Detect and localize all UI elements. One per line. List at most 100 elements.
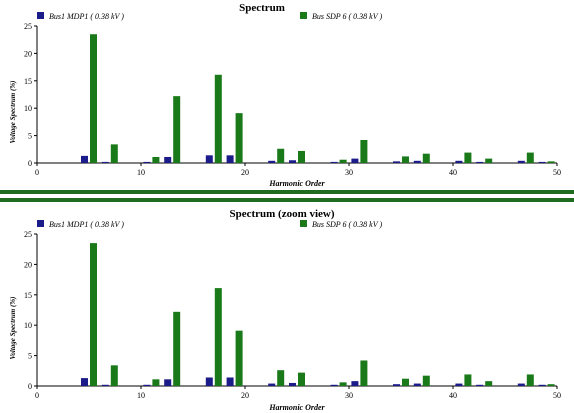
bar-series-1-h29 bbox=[330, 161, 338, 163]
bar-series-1-h7 bbox=[101, 384, 109, 386]
separator-line bbox=[0, 198, 574, 202]
legend: Bus1 MDP1 ( 0.38 kV ) Bus SDP 6 ( 0.38 k… bbox=[37, 220, 382, 229]
bar-series-2-h47 bbox=[526, 152, 534, 163]
bar-series-1-h11 bbox=[143, 384, 151, 386]
bar-series-2-h25 bbox=[298, 150, 305, 163]
bar-series-1-h7 bbox=[101, 161, 109, 163]
legend-label-series-2: Bus SDP 6 ( 0.38 kV ) bbox=[312, 12, 382, 21]
x-tick-label: 0 bbox=[35, 168, 39, 177]
bar-series-1-h41 bbox=[455, 383, 463, 386]
y-tick-label: 0 bbox=[28, 159, 32, 168]
y-tick-label: 25 bbox=[24, 22, 32, 31]
bar-series-2-h49 bbox=[547, 384, 555, 386]
legend-swatch-series-1 bbox=[37, 220, 44, 227]
y-tick-label: 15 bbox=[24, 77, 32, 86]
separator-line bbox=[0, 190, 574, 194]
bar-series-2-h5 bbox=[90, 34, 97, 163]
bar-series-1-h11 bbox=[143, 161, 151, 163]
bar-series-2-h49 bbox=[547, 161, 555, 163]
spectrum-zoom-chart: Spectrum (zoom view) Bus1 MDP1 ( 0.38 kV… bbox=[9, 208, 561, 412]
x-tick-label: 40 bbox=[449, 391, 457, 400]
bar-series-1-h41 bbox=[455, 160, 463, 163]
bar-series-2-h5 bbox=[90, 243, 97, 386]
legend-swatch-series-2 bbox=[300, 220, 307, 227]
bar-series-2-h41 bbox=[464, 374, 472, 386]
bar-series-2-h19 bbox=[235, 330, 243, 386]
y-tick-label: 10 bbox=[24, 321, 32, 330]
bar-series-2-h23 bbox=[277, 370, 285, 386]
bar-series-2-h13 bbox=[173, 311, 181, 386]
y-tick-label: 5 bbox=[28, 132, 32, 141]
bar-series-1-h31 bbox=[351, 158, 359, 163]
bar-series-2-h29 bbox=[339, 159, 347, 163]
y-tick-label: 20 bbox=[24, 49, 32, 58]
legend-swatch-series-1 bbox=[37, 12, 44, 19]
bar-series-1-h19 bbox=[226, 377, 234, 386]
x-tick-label: 50 bbox=[553, 168, 561, 177]
bar-series-1-h23 bbox=[268, 160, 276, 163]
bar-series-1-h37 bbox=[413, 160, 421, 163]
bar-series-2-h35 bbox=[402, 378, 409, 386]
bars bbox=[81, 34, 555, 163]
bar-series-1-h25 bbox=[289, 160, 296, 163]
chart-title: Spectrum (zoom view) bbox=[229, 208, 334, 220]
bar-series-1-h35 bbox=[393, 161, 400, 163]
bar-series-1-h47 bbox=[517, 383, 525, 386]
bar-series-1-h13 bbox=[164, 156, 172, 163]
x-axis-label: Harmonic Order bbox=[268, 179, 325, 188]
bar-series-2-h7 bbox=[110, 365, 118, 386]
y-axis-label: Voltage Spectrum (%) bbox=[9, 297, 17, 360]
x-tick-label: 10 bbox=[137, 391, 145, 400]
legend-label-series-2: Bus SDP 6 ( 0.38 kV ) bbox=[312, 220, 382, 229]
bar-series-2-h11 bbox=[152, 379, 160, 386]
bar-series-2-h31 bbox=[360, 139, 368, 163]
bar-series-1-h19 bbox=[226, 155, 234, 163]
bar-series-1-h17 bbox=[205, 155, 213, 163]
legend: Bus1 MDP1 ( 0.38 kV ) Bus SDP 6 ( 0.38 k… bbox=[37, 12, 382, 21]
bar-series-2-h23 bbox=[277, 148, 285, 163]
bar-series-2-h43 bbox=[485, 158, 493, 163]
bar-series-1-h43 bbox=[476, 384, 484, 386]
bar-series-1-h43 bbox=[476, 161, 484, 163]
x-tick-label: 20 bbox=[241, 391, 249, 400]
bar-series-1-h23 bbox=[268, 383, 276, 386]
bar-series-2-h19 bbox=[235, 113, 243, 163]
bar-series-2-h43 bbox=[485, 381, 493, 386]
bar-series-2-h31 bbox=[360, 360, 368, 386]
y-tick-label: 25 bbox=[24, 230, 32, 239]
bar-series-2-h29 bbox=[339, 382, 347, 386]
y-ticks: 0 5 10 15 20 25 bbox=[24, 22, 37, 168]
bar-series-2-h37 bbox=[422, 153, 430, 163]
y-tick-label: 0 bbox=[28, 382, 32, 391]
y-tick-label: 15 bbox=[24, 291, 32, 300]
x-ticks: 0 10 20 30 40 50 bbox=[35, 163, 561, 177]
bar-series-2-h41 bbox=[464, 152, 472, 163]
bar-series-1-h13 bbox=[164, 379, 172, 386]
x-tick-label: 0 bbox=[35, 391, 39, 400]
spectrum-chart: Spectrum Bus1 MDP1 ( 0.38 kV ) Bus SDP 6… bbox=[9, 2, 561, 188]
bar-series-2-h7 bbox=[110, 144, 118, 163]
bar-series-1-h49 bbox=[538, 384, 546, 386]
x-tick-label: 50 bbox=[553, 391, 561, 400]
bar-series-2-h11 bbox=[152, 156, 160, 163]
x-axis-label: Harmonic Order bbox=[268, 403, 325, 412]
bar-series-2-h17 bbox=[214, 288, 222, 386]
y-tick-label: 20 bbox=[24, 260, 32, 269]
bar-series-1-h5 bbox=[81, 378, 88, 386]
bar-series-2-h47 bbox=[526, 374, 534, 386]
x-ticks: 0 10 20 30 40 50 bbox=[35, 386, 561, 400]
bar-series-1-h49 bbox=[538, 161, 546, 163]
x-tick-label: 20 bbox=[241, 168, 249, 177]
x-tick-label: 10 bbox=[137, 168, 145, 177]
chart-title: Spectrum bbox=[239, 2, 285, 14]
legend-swatch-series-2 bbox=[300, 12, 307, 19]
bar-series-1-h47 bbox=[517, 160, 525, 163]
bar-series-2-h17 bbox=[214, 74, 222, 163]
y-tick-label: 10 bbox=[24, 104, 32, 113]
x-tick-label: 30 bbox=[345, 391, 353, 400]
bar-series-2-h13 bbox=[173, 96, 181, 163]
bar-series-2-h35 bbox=[402, 156, 409, 163]
y-tick-label: 5 bbox=[28, 352, 32, 361]
bar-series-1-h37 bbox=[413, 383, 421, 386]
bar-series-1-h25 bbox=[289, 382, 296, 386]
